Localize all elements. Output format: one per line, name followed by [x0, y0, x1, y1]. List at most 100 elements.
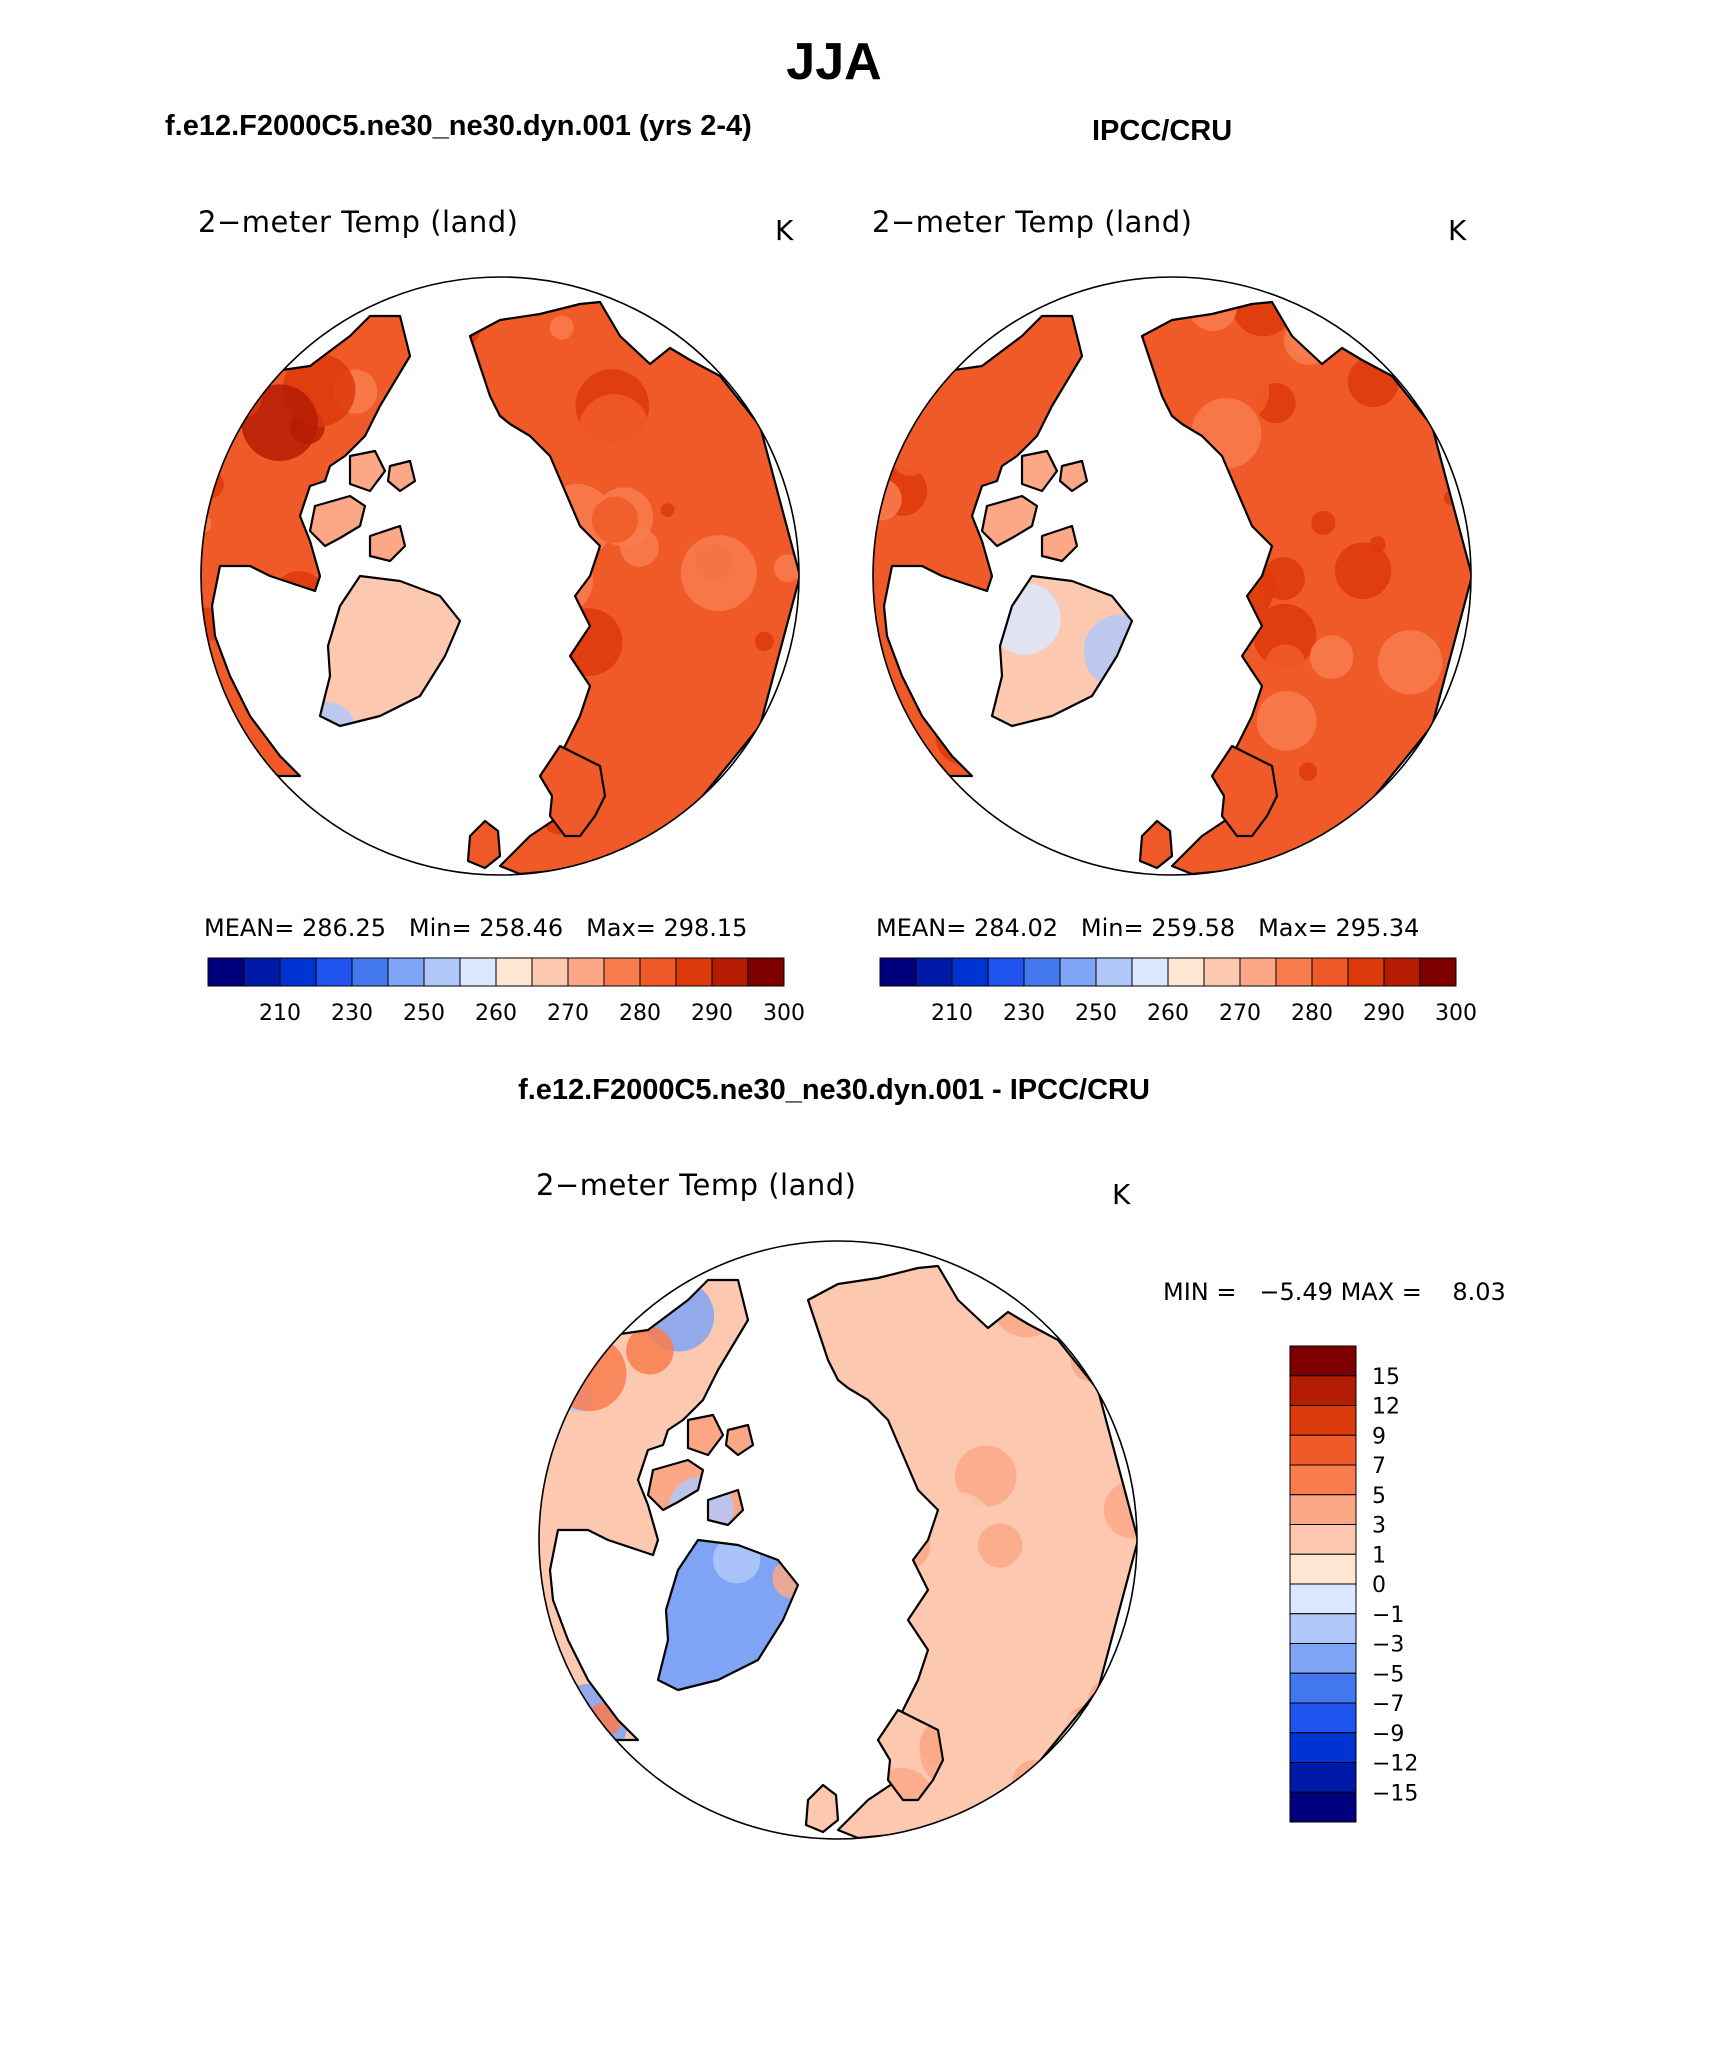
diff-colorbar-box: [1289, 1732, 1357, 1763]
model-stats: MEAN= 286.25 Min= 258.46 Max= 298.15: [204, 914, 747, 942]
diff-colorbar-tick: 9: [1372, 1424, 1386, 1449]
diff-colorbar-box: [1289, 1672, 1357, 1704]
obs-colorbar-tick: 210: [931, 1001, 973, 1026]
obs-colorbar-box: [915, 957, 953, 987]
diff-colorbar-tick: −5: [1372, 1662, 1404, 1687]
obs-panel-title: 2−meter Temp (land): [872, 205, 1193, 239]
diff-colorbar-tick: 0: [1372, 1573, 1386, 1598]
diff-colorbar-box: [1289, 1375, 1357, 1406]
diff-min-label: MIN =: [1163, 1278, 1237, 1306]
diff-units: K: [1112, 1178, 1131, 1211]
diff-colorbar-box: [1289, 1553, 1357, 1585]
obs-colorbar-box: [987, 957, 1025, 987]
model-colorbar-tick: 300: [763, 1001, 805, 1026]
diff-colorbar-box: [1289, 1613, 1357, 1644]
model-colorbar-tick: 230: [331, 1001, 373, 1026]
model-colorbar-box: [387, 957, 425, 987]
model-map-border: [200, 276, 800, 876]
diff-colorbar-tick: 1: [1372, 1543, 1386, 1568]
diff-colorbar-box: [1289, 1494, 1357, 1525]
diff-max-value: 8.03: [1452, 1278, 1506, 1306]
diff-colorbar-tick: 5: [1372, 1484, 1386, 1509]
model-units: K: [775, 214, 794, 247]
model-colorbar-tick: 250: [403, 1001, 445, 1026]
model-mean-value: 286.25: [302, 914, 386, 942]
diff-colorbar-box: [1289, 1345, 1357, 1377]
obs-colorbar-box: [879, 957, 917, 987]
diff-min-value: −5.49: [1259, 1278, 1333, 1306]
obs-colorbar-tick: 300: [1435, 1001, 1477, 1026]
obs-colorbar-box: [1383, 957, 1421, 987]
obs-colorbar-tick: 260: [1147, 1001, 1189, 1026]
diff-colorbar-box: [1289, 1791, 1357, 1823]
diff-colorbar-tick: −1: [1372, 1603, 1404, 1628]
model-mean-label: MEAN=: [204, 914, 295, 942]
obs-colorbar-box: [1023, 957, 1061, 987]
diff-colorbar-box: [1289, 1464, 1357, 1496]
diff-colorbar-box: [1289, 1762, 1357, 1793]
model-colorbar-box: [531, 957, 569, 987]
obs-colorbar-tick: 270: [1219, 1001, 1261, 1026]
diff-colorbar-box: [1289, 1524, 1357, 1555]
obs-units: K: [1448, 214, 1467, 247]
obs-min-label: Min=: [1080, 914, 1144, 942]
diff-subtitle: f.e12.F2000C5.ne30_ne30.dyn.001 - IPCC/C…: [518, 1074, 1150, 1106]
model-colorbar-tick: 270: [547, 1001, 589, 1026]
diff-max-label: MAX =: [1340, 1278, 1422, 1306]
diff-colorbar-tick: −7: [1372, 1692, 1404, 1717]
model-min-label: Min=: [408, 914, 472, 942]
obs-colorbar: 210 230 250 260 270 280 290 300: [879, 957, 1477, 1026]
diff-colorbar: 15 12 9 7 5 3 1 0 −1 −3 −5 −7 −9 −12 −15: [1289, 1345, 1418, 1823]
model-colorbar-box: [675, 957, 713, 987]
model-colorbar-box: [495, 957, 533, 987]
diff-colorbar-box: [1289, 1434, 1357, 1466]
obs-mean-value: 284.02: [974, 914, 1058, 942]
model-colorbar-box: [207, 957, 245, 987]
obs-colorbar-box: [1131, 957, 1169, 987]
model-colorbar-box: [351, 957, 389, 987]
obs-colorbar-box: [1347, 957, 1385, 987]
model-max-value: 298.15: [663, 914, 748, 942]
diff-colorbar-tick: −12: [1372, 1752, 1418, 1777]
model-colorbar-box: [423, 957, 461, 987]
obs-colorbar-box: [1095, 957, 1133, 987]
model-max-label: Max=: [586, 914, 656, 942]
model-colorbar-box: [279, 957, 317, 987]
obs-stats: MEAN= 284.02 Min= 259.58 Max= 295.34: [876, 914, 1419, 942]
diff-panel-title: 2−meter Temp (land): [536, 1168, 857, 1202]
obs-colorbar-box: [1059, 957, 1097, 987]
obs-map: [872, 276, 1472, 876]
model-map: [200, 276, 800, 876]
diff-colorbar-box: [1289, 1702, 1357, 1734]
model-colorbar-tick: 210: [259, 1001, 301, 1026]
diff-colorbar-box: [1289, 1583, 1357, 1615]
obs-map-border: [872, 276, 1472, 876]
obs-colorbar-box: [1311, 957, 1349, 987]
diff-colorbar-box: [1289, 1643, 1357, 1674]
obs-colorbar-tick: 280: [1291, 1001, 1333, 1026]
obs-colorbar-tick: 230: [1003, 1001, 1045, 1026]
model-colorbar-box: [711, 957, 749, 987]
model-colorbar-box: [459, 957, 497, 987]
model-colorbar-tick: 290: [691, 1001, 733, 1026]
model-colorbar-tick: 280: [619, 1001, 661, 1026]
diff-map-border: [538, 1240, 1138, 1840]
obs-colorbar-box: [1203, 957, 1241, 987]
diff-colorbar-tick: −3: [1372, 1633, 1404, 1658]
model-colorbar: 210 230 250 260 270 280 290 300: [207, 957, 805, 1026]
model-colorbar-box: [243, 957, 281, 987]
diff-colorbar-tick: 15: [1372, 1365, 1400, 1390]
obs-max-label: Max=: [1258, 914, 1328, 942]
diff-colorbar-tick: 7: [1372, 1454, 1386, 1479]
model-colorbar-tick: 260: [475, 1001, 517, 1026]
model-colorbar-box: [315, 957, 353, 987]
obs-colorbar-box: [951, 957, 989, 987]
model-subtitle: f.e12.F2000C5.ne30_ne30.dyn.001 (yrs 2-4…: [165, 110, 752, 142]
diff-colorbar-tick: 3: [1372, 1514, 1386, 1539]
obs-max-value: 295.34: [1335, 914, 1420, 942]
obs-colorbar-tick: 250: [1075, 1001, 1117, 1026]
obs-colorbar-box: [1167, 957, 1205, 987]
diff-map: [538, 1240, 1138, 1840]
obs-colorbar-tick: 290: [1363, 1001, 1405, 1026]
diff-stats: MIN = −5.49 MAX = 8.03: [1163, 1278, 1506, 1306]
